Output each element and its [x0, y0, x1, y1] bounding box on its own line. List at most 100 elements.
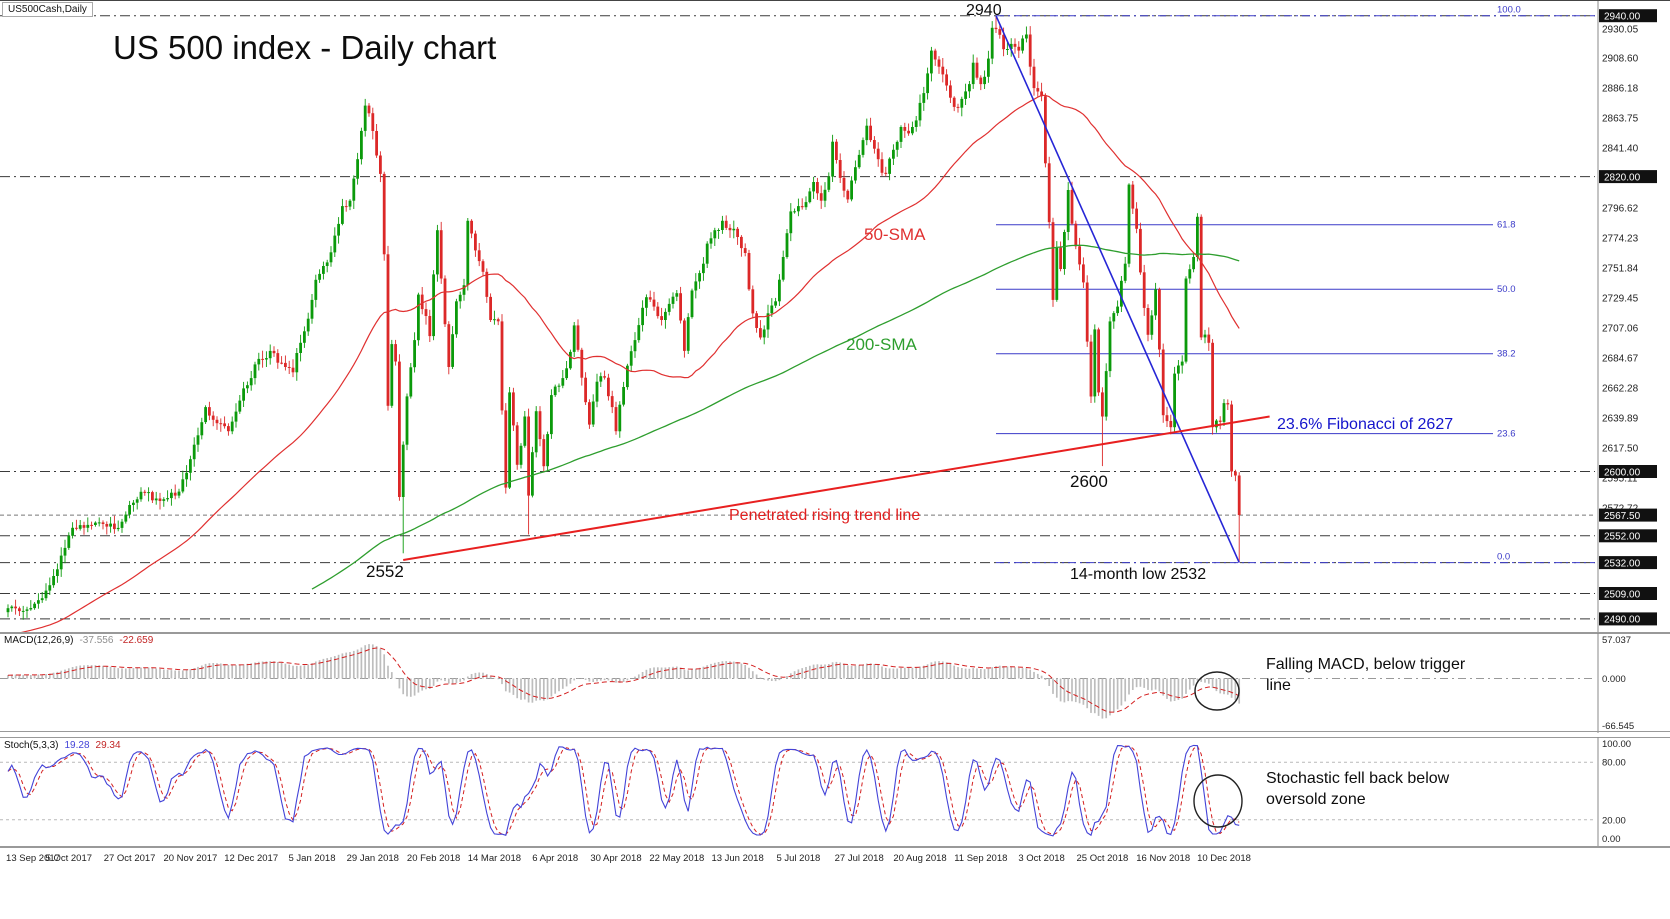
- candle-body: [1089, 341, 1093, 397]
- candle-body: [922, 93, 926, 103]
- candle-body: [287, 367, 291, 368]
- candle-body: [869, 125, 872, 141]
- candle-body: [295, 353, 299, 373]
- candle-body: [1230, 404, 1233, 472]
- candle-body: [660, 316, 663, 320]
- candle-body: [721, 220, 724, 230]
- candle-body: [637, 325, 641, 341]
- candle-body: [1158, 289, 1161, 350]
- candle-body: [211, 415, 215, 420]
- candle-body: [1055, 247, 1059, 300]
- stoch-main-value: 19.28: [64, 740, 90, 751]
- annotation-2600: 2600: [1070, 472, 1108, 491]
- candle-body: [238, 400, 242, 412]
- macd-signal-line: [7, 647, 1240, 713]
- candle-body: [208, 407, 211, 416]
- candle-body: [242, 388, 245, 401]
- candle-body: [580, 349, 584, 378]
- candle-body: [515, 425, 519, 465]
- candle-body: [645, 297, 648, 308]
- candle-body: [436, 230, 439, 275]
- candle-body: [1237, 475, 1241, 515]
- candle-body: [1123, 263, 1127, 281]
- main-chart-panel[interactable]: 100.0 61.8 50.0 38.2 23.6 0.0 2930.05 2908.60 28…: [0, 1, 1670, 633]
- candle-body: [918, 102, 922, 121]
- candle-body: [1036, 88, 1040, 92]
- fib-level-label: 100.0: [1497, 5, 1521, 16]
- price-badge-label: 2490.00: [1604, 615, 1641, 626]
- annotation-fibonacci-note: 23.6% Fibonacci of 2627: [1277, 416, 1454, 433]
- candle-body: [417, 294, 420, 341]
- candlesticks: [6, 15, 1241, 620]
- price-tick-label: 2863.75: [1602, 114, 1639, 125]
- candle-body: [831, 141, 834, 177]
- candle-body: [455, 301, 458, 335]
- price-tick-label: 2595.11: [1602, 474, 1638, 485]
- candle-body: [158, 498, 162, 501]
- stochastic-panel[interactable]: 100.00 80.00 20.00 0.00: [0, 737, 1670, 847]
- candle-body: [52, 576, 55, 586]
- candle-body: [451, 334, 454, 367]
- fibonacci-retracement: 100.0 61.8 50.0 38.2 23.6 0.0: [996, 5, 1595, 564]
- price-badge-label: 2600.00: [1604, 467, 1641, 478]
- time-axis[interactable]: 13 Sep 2017 5 Oct 2017 27 Oct 2017 20 Nov 2…: [0, 847, 1670, 877]
- macd-indicator-label: MACD(12,26,9) -37.556 -22.659: [4, 635, 159, 646]
- annotation-stoch-note: Stochastic fell back below oversold zone: [1266, 770, 1450, 808]
- candle-body: [1093, 329, 1097, 397]
- candle-body: [565, 368, 568, 379]
- candle-body: [1116, 306, 1119, 314]
- candle-body: [945, 74, 948, 86]
- candle-body: [747, 253, 751, 290]
- price-tick-label: 2751.84: [1602, 264, 1639, 275]
- price-badge-bg: [1599, 612, 1657, 626]
- candle-body: [823, 189, 827, 201]
- candle-body: [390, 344, 394, 406]
- candle-body: [413, 340, 416, 368]
- candle-body: [1226, 403, 1230, 405]
- macd-panel[interactable]: 57.037 0.000 -66.545: [0, 633, 1670, 733]
- candle-body: [557, 385, 561, 387]
- price-tick-label: 2729.45: [1602, 294, 1639, 305]
- candle-body: [181, 479, 185, 492]
- candle-body: [234, 411, 238, 422]
- candle-body: [873, 140, 876, 149]
- trend-line-penetrated-rising[interactable]: [403, 415, 1270, 561]
- sma-200-line: [311, 244, 1240, 590]
- candle-body: [276, 353, 280, 363]
- price-axis[interactable]: 2930.05 2908.60 2886.18 2863.75 2841.40 2796.…: [1597, 1, 1657, 633]
- candle-body: [770, 305, 774, 314]
- candle-body: [196, 435, 200, 445]
- date-label: 5 Jan 2018: [288, 853, 336, 864]
- candle-body: [470, 220, 473, 234]
- trend-line-descending-from-2940[interactable]: [995, 15, 1240, 563]
- candle-body: [614, 407, 618, 432]
- price-tick-label: 2639.89: [1602, 414, 1639, 425]
- candle-body: [983, 76, 986, 85]
- price-tick-label: 2841.40: [1602, 143, 1639, 154]
- candle-body: [903, 127, 907, 131]
- stoch-signal-value: 29.34: [95, 740, 121, 751]
- candle-body: [622, 387, 625, 405]
- candle-body: [90, 524, 93, 526]
- candle-body: [895, 141, 899, 150]
- candle-body: [671, 296, 675, 304]
- candle-body: [371, 113, 375, 131]
- candle-body: [1104, 371, 1108, 417]
- candle-body: [1142, 272, 1146, 308]
- candle-body: [101, 522, 105, 524]
- candle-body: [166, 498, 169, 500]
- candle-body: [998, 29, 1002, 35]
- candle-body: [523, 416, 527, 446]
- price-badge-bg: [1599, 587, 1657, 600]
- candle-body: [284, 362, 287, 367]
- candle-body: [477, 250, 481, 262]
- date-label: 25 Oct 2018: [1076, 853, 1129, 864]
- candle-body: [778, 279, 781, 302]
- date-label: 14 Mar 2018: [467, 853, 522, 864]
- candle-body: [147, 492, 150, 494]
- candle-body: [348, 200, 352, 207]
- candle-body: [1188, 269, 1192, 279]
- candle-body: [941, 66, 945, 75]
- stoch-indicator-label: Stoch(5,3,3) 19.28 29.34: [4, 740, 127, 751]
